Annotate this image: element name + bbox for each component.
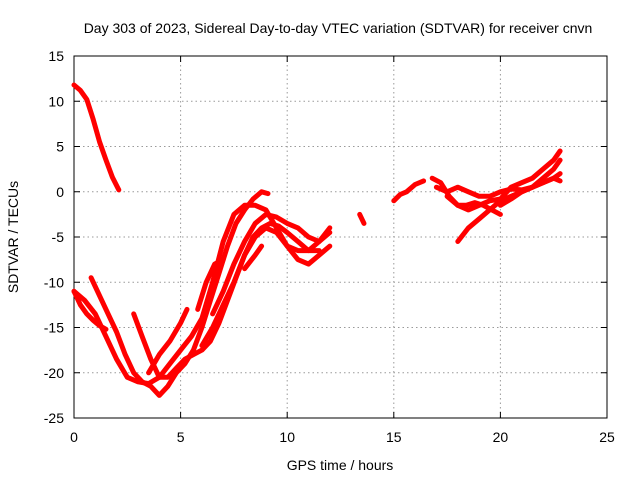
y-tick-label: 5 [56,139,64,155]
series-line-s9 [195,257,226,312]
series-line-s1 [71,82,122,193]
chart-title: Day 303 of 2023, Sidereal Day-to-day VTE… [84,20,593,36]
y-tick-label: -15 [44,320,64,336]
series-group [71,82,563,398]
series-line-s5 [131,220,322,380]
y-tick-label: -25 [44,410,64,426]
series-line-s4 [88,189,271,398]
series-line-s7 [199,225,333,349]
y-tick-label: -5 [52,229,65,245]
ticks: 0 5 10 15 20 25 -25 -20 -15 -10 -5 0 5 10 15 [44,48,615,445]
x-axis-label: GPS time / hours [287,457,394,473]
series-line-s12 [391,178,427,204]
y-tick-label: 0 [56,184,64,200]
x-tick-label: 5 [177,429,185,445]
series-line-s17 [497,157,563,208]
y-tick-label: -20 [44,365,64,381]
y-tick-label: 10 [48,93,64,109]
y-tick-label: -10 [44,274,64,290]
grid [74,56,607,418]
x-tick-label: 0 [70,429,78,445]
series-line-s11 [357,211,367,226]
series-line-s10 [242,243,265,272]
x-tick-label: 15 [386,429,402,445]
series-line-s6 [146,306,190,376]
series-line-s16 [433,175,563,199]
x-tick-label: 10 [279,429,295,445]
x-tick-label: 20 [493,429,509,445]
series-line-s14 [444,148,563,213]
x-tick-label: 25 [599,429,615,445]
y-tick-label: 15 [48,48,64,64]
y-axis-label: SDTVAR / TECUs [5,181,21,293]
series-line-s8 [210,211,333,317]
